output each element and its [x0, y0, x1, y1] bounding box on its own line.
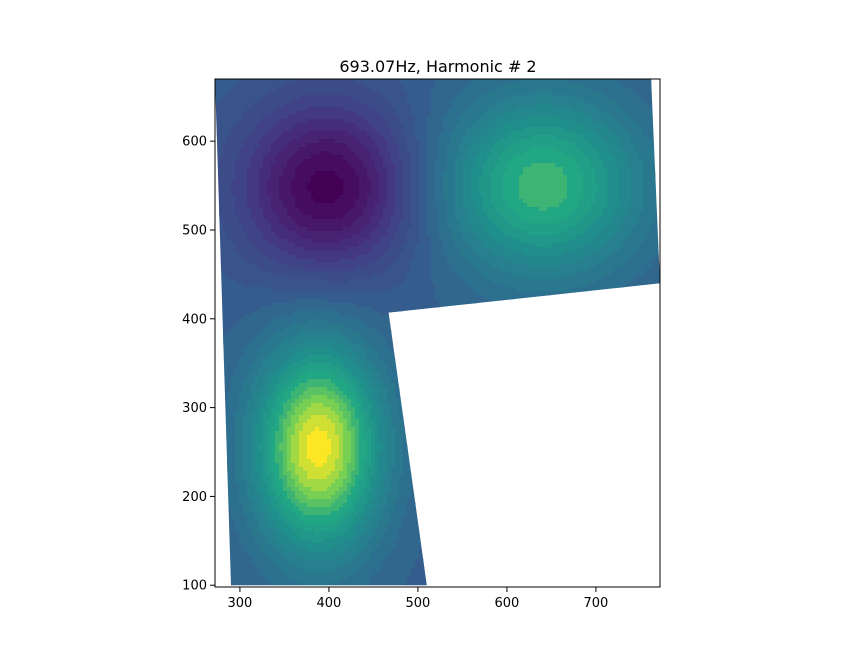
x-tick-label: 400: [317, 596, 342, 611]
chart-title: 693.07Hz, Harmonic # 2: [339, 57, 536, 76]
x-tick-label: 500: [406, 596, 431, 611]
contour-field: [215, 79, 660, 586]
y-tick-label: 100: [182, 579, 207, 594]
x-axis: 300 400 500 600 700: [228, 587, 609, 611]
plot-area: [215, 79, 660, 586]
y-tick-label: 200: [182, 490, 207, 505]
x-tick-label: 700: [584, 596, 609, 611]
x-tick-label: 600: [495, 596, 520, 611]
y-tick-label: 500: [182, 223, 207, 238]
y-axis: 100 200 300 400 500 600: [182, 135, 215, 594]
x-tick-label: 300: [228, 596, 253, 611]
y-tick-label: 400: [182, 312, 207, 327]
y-tick-label: 600: [182, 135, 207, 150]
y-tick-label: 300: [182, 401, 207, 416]
plot-frame: [214, 78, 661, 588]
